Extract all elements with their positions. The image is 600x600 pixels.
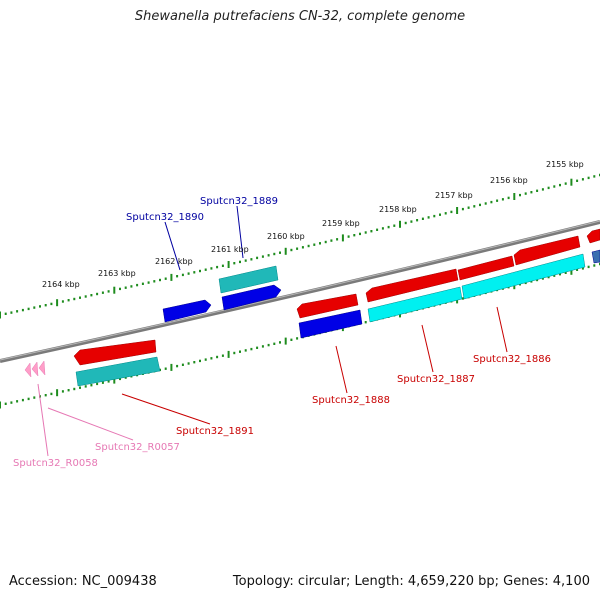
cds-forward-features (73, 228, 600, 366)
gene-label-sputcn32-r0057[interactable]: Sputcn32_R0057 (95, 442, 180, 453)
scale-label: 2161 kbp (211, 245, 249, 254)
cds-sputcn32-1888-rev[interactable] (298, 309, 363, 339)
gene-label-sputcn32-1891[interactable]: Sputcn32_1891 (176, 426, 254, 437)
gene-sputcn32-1891[interactable] (75, 356, 161, 387)
gene-label-sputcn32-1890[interactable]: Sputcn32_1890 (126, 212, 204, 223)
scale-label: 2163 kbp (98, 269, 136, 278)
map-title: Shewanella putrefaciens CN-32, complete … (134, 9, 466, 24)
gene-label-sputcn32-1887[interactable]: Sputcn32_1887 (397, 374, 475, 385)
scale-label: 2158 kbp (379, 205, 417, 214)
scale-label: 2156 kbp (490, 176, 528, 185)
gene-sputcn32-1889[interactable] (218, 265, 279, 294)
leader-1890 (164, 221, 181, 271)
cds-reverse-features (162, 249, 600, 339)
scale-label: 2162 kbp (155, 257, 193, 266)
cds-edge-right-rev[interactable] (591, 249, 600, 264)
scale-labels: 2155 kbp 2156 kbp 2157 kbp 2158 kbp 2159… (42, 160, 584, 289)
genome-backbone-highlight (0, 220, 600, 361)
leader-r0058 (37, 383, 49, 457)
cds-sputcn32-1890[interactable] (162, 299, 212, 323)
cds-sputcn32-1887[interactable] (365, 268, 459, 303)
gene-label-sputcn32-1886[interactable]: Sputcn32_1886 (473, 354, 551, 365)
rna-features (24, 360, 46, 378)
gene-sputcn32-1886[interactable] (461, 253, 586, 300)
scale-label: 2159 kbp (322, 219, 360, 228)
gene-label-sputcn32-1888[interactable]: Sputcn32_1888 (312, 395, 390, 406)
gene-sputcn32-1887[interactable] (367, 286, 463, 323)
label-leaders (37, 205, 508, 457)
cds-sputcn32-1891[interactable] (73, 339, 157, 366)
outer-tick-ring (0, 173, 600, 319)
genome-backbone (0, 220, 600, 363)
leader-r0057 (47, 407, 134, 441)
leader-1888 (335, 345, 348, 394)
rna-sputcn32-r0057b[interactable] (38, 360, 46, 376)
gene-label-sputcn32-r0058[interactable]: Sputcn32_R0058 (13, 458, 98, 469)
gene-label-sputcn32-1889[interactable]: Sputcn32_1889 (200, 196, 278, 207)
scale-label: 2157 kbp (435, 191, 473, 200)
cds-sputcn32-1886b[interactable] (513, 235, 581, 266)
accession-label: Accession: NC_009438 (9, 574, 157, 589)
rna-sputcn32-r0058[interactable] (24, 362, 32, 378)
rna-sputcn32-r0057a[interactable] (31, 361, 39, 377)
scale-label: 2155 kbp (546, 160, 584, 169)
topology-label: Topology: circular; Length: 4,659,220 bp… (232, 574, 590, 589)
leader-1887 (421, 324, 434, 373)
scale-label: 2164 kbp (42, 280, 80, 289)
cds-sputcn32-1888[interactable] (296, 293, 359, 319)
leader-1886 (496, 306, 508, 353)
cds-sputcn32-1886a[interactable] (457, 255, 515, 281)
scale-label: 2160 kbp (267, 232, 305, 241)
cds-sputcn32-1889[interactable] (221, 284, 282, 311)
gene-features (75, 253, 586, 387)
leader-1891 (121, 393, 211, 425)
cds-edge-right[interactable] (586, 228, 600, 244)
gene-labels: Sputcn32_1890 Sputcn32_1889 Sputcn32_188… (13, 196, 551, 469)
leader-1889 (236, 205, 244, 259)
